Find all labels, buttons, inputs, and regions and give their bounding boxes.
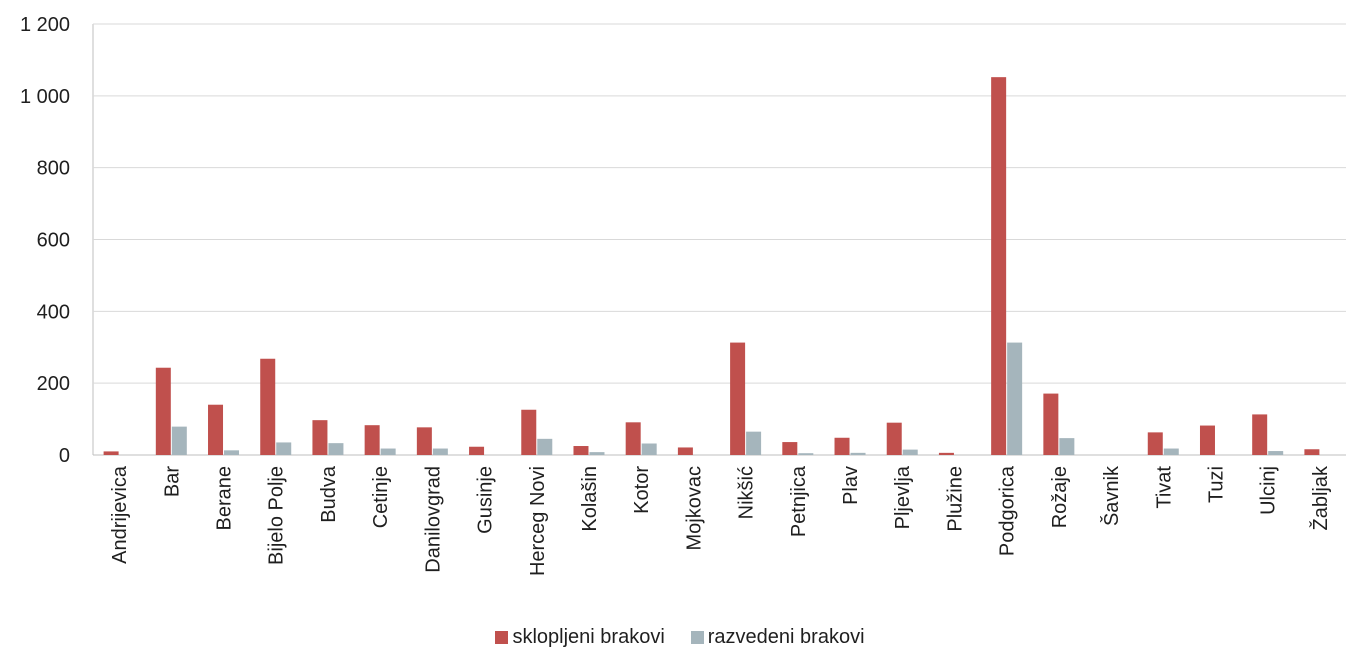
x-category-label: Ulcinj xyxy=(1258,466,1280,515)
legend-label-series-2: razvedeni brakovi xyxy=(707,626,865,648)
legend-swatch-series-1 xyxy=(495,631,509,644)
bar-sklopljeni xyxy=(991,77,1007,455)
x-category-label: Petnjica xyxy=(788,465,810,537)
x-category-label: Šavnik xyxy=(1100,465,1123,526)
x-category-label: Andrijevica xyxy=(109,465,131,564)
y-tick-label: 1 000 xyxy=(20,86,70,108)
x-category-label: Kolašin xyxy=(579,466,601,532)
y-tick-label: 600 xyxy=(37,230,70,252)
bar-sklopljeni xyxy=(834,437,850,455)
x-category-label: Danilovgrad xyxy=(422,466,444,573)
bar-chart: 0 200 400 600 800 1 000 1 200 Andrijevica Bar Be… xyxy=(20,14,1346,576)
bar-sklopljeni xyxy=(312,420,328,455)
x-category-label: Kotor xyxy=(631,466,653,514)
bar-sklopljeni xyxy=(260,358,276,455)
bar-razvedeni xyxy=(224,450,240,455)
bar-sklopljeni xyxy=(208,404,224,455)
x-category-label: Mojkovac xyxy=(683,466,705,550)
bar-sklopljeni xyxy=(782,442,798,455)
x-category-label: Cetinje xyxy=(370,466,392,528)
bar-razvedeni xyxy=(171,426,187,455)
bar-razvedeni xyxy=(850,452,866,455)
bar-sklopljeni xyxy=(155,367,171,455)
legend-item-series-2: razvedeni brakovi xyxy=(690,626,865,649)
x-category-label: Pljevlja xyxy=(892,465,914,529)
x-category-label: Plav xyxy=(840,466,862,505)
bar-sklopljeni xyxy=(1252,414,1268,455)
bar-razvedeni xyxy=(589,452,605,455)
bar-sklopljeni xyxy=(677,447,693,455)
bar-razvedeni xyxy=(798,453,814,455)
bar-sklopljeni xyxy=(103,451,119,455)
legend-label-series-1: sklopljeni brakovi xyxy=(512,626,665,648)
bar-sklopljeni xyxy=(1147,432,1163,455)
y-tick-label: 1 200 xyxy=(20,14,70,36)
bar-sklopljeni xyxy=(416,427,432,455)
y-tick-label: 200 xyxy=(37,373,70,395)
legend-item-series-1: sklopljeni brakovi xyxy=(495,626,665,649)
x-category-label: Berane xyxy=(214,466,236,531)
bar-sklopljeni xyxy=(625,422,641,455)
x-category-label: Gusinje xyxy=(475,466,497,534)
bar-sklopljeni xyxy=(886,422,902,455)
bar-razvedeni xyxy=(1163,448,1179,455)
legend-swatch-series-2 xyxy=(690,631,704,644)
legend: sklopljeni brakovi razvedeni brakovi xyxy=(0,626,1360,649)
x-category-label: Rožaje xyxy=(1049,466,1071,528)
x-category-label: Tuzi xyxy=(1205,466,1227,503)
bar-razvedeni xyxy=(902,449,918,455)
bar-razvedeni xyxy=(537,438,553,455)
bar-sklopljeni xyxy=(1199,425,1215,455)
bar-sklopljeni xyxy=(730,342,746,455)
bar-razvedeni xyxy=(1059,438,1075,455)
x-category-label: Plužine xyxy=(944,466,966,532)
x-category-label: Žabljak xyxy=(1309,465,1332,530)
bar-sklopljeni xyxy=(1043,393,1059,455)
x-axis-category-labels: Andrijevica Bar Berane Bijelo Polje Budva Cet… xyxy=(109,465,1332,576)
x-category-label: Podgorica xyxy=(997,465,1019,556)
bar-razvedeni xyxy=(432,448,448,455)
bar-razvedeni xyxy=(276,442,292,455)
bar-sklopljeni xyxy=(938,452,954,455)
x-category-label: Bar xyxy=(161,466,183,497)
x-category-label: Budva xyxy=(318,465,340,523)
bar-razvedeni xyxy=(641,443,657,455)
y-tick-label: 0 xyxy=(59,445,70,467)
y-tick-label: 800 xyxy=(37,158,70,180)
grid-lines xyxy=(92,23,1346,456)
bars xyxy=(103,77,1320,455)
bar-razvedeni xyxy=(746,431,762,455)
bar-razvedeni xyxy=(380,448,396,455)
bar-razvedeni xyxy=(1268,451,1284,455)
bar-sklopljeni xyxy=(469,446,485,455)
bar-razvedeni xyxy=(1007,342,1023,455)
bar-razvedeni xyxy=(328,443,344,455)
x-category-label: Bijelo Polje xyxy=(266,466,288,565)
y-tick-label: 400 xyxy=(37,301,70,323)
bar-sklopljeni xyxy=(521,409,537,455)
x-category-label: Tivat xyxy=(1153,466,1175,509)
bar-sklopljeni xyxy=(573,446,589,455)
bar-sklopljeni xyxy=(364,425,380,455)
x-category-label: Herceg Novi xyxy=(527,466,549,576)
bar-sklopljeni xyxy=(1304,449,1320,455)
y-axis-tick-labels: 0 200 400 600 800 1 000 1 200 xyxy=(20,14,70,467)
x-category-label: Nikšić xyxy=(736,466,758,519)
